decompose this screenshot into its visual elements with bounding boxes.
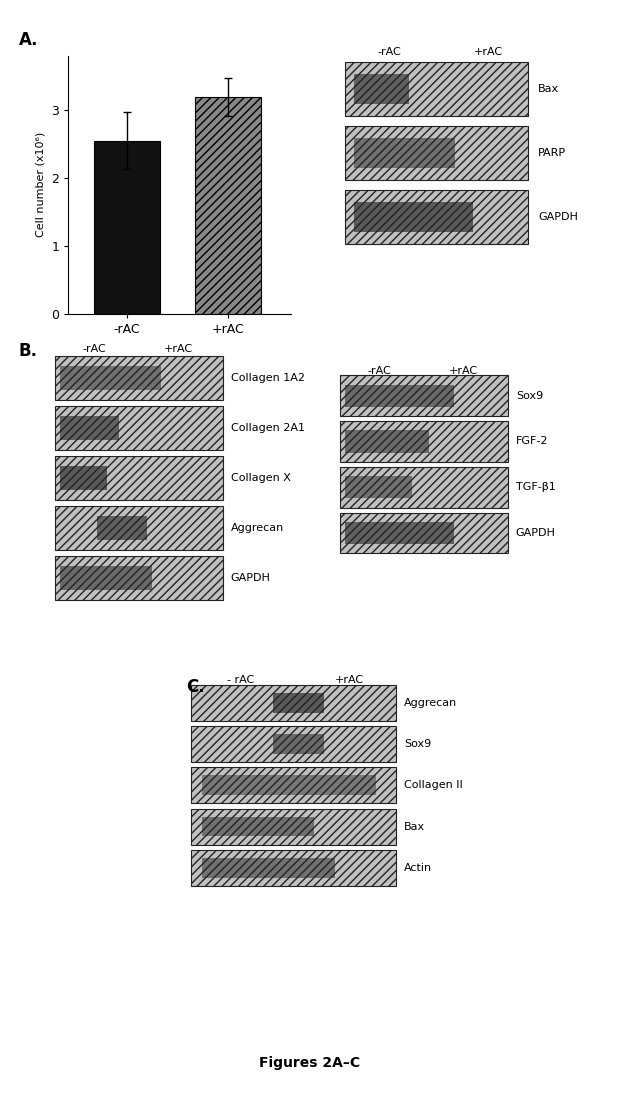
Bar bbox=[60, 366, 161, 390]
Text: Collagen X: Collagen X bbox=[231, 473, 291, 483]
Bar bbox=[192, 809, 396, 844]
Bar bbox=[273, 693, 324, 712]
Text: GAPDH: GAPDH bbox=[516, 529, 556, 539]
Bar bbox=[345, 522, 454, 544]
Bar bbox=[273, 735, 324, 754]
Text: Sox9: Sox9 bbox=[516, 391, 543, 401]
Bar bbox=[345, 430, 429, 452]
Bar bbox=[340, 421, 508, 461]
Bar bbox=[345, 127, 528, 180]
Text: FGF-2: FGF-2 bbox=[516, 437, 548, 447]
Text: +rAC: +rAC bbox=[450, 366, 478, 376]
Bar bbox=[55, 556, 223, 600]
Bar bbox=[345, 384, 454, 407]
Text: PARP: PARP bbox=[538, 148, 566, 158]
Bar bbox=[60, 416, 118, 440]
Text: Actin: Actin bbox=[404, 862, 432, 872]
Bar bbox=[345, 476, 412, 498]
Text: B.: B. bbox=[19, 342, 38, 360]
Text: -rAC: -rAC bbox=[378, 47, 401, 57]
Text: GAPDH: GAPDH bbox=[231, 573, 270, 582]
Bar bbox=[55, 356, 223, 400]
Text: Sox9: Sox9 bbox=[404, 739, 432, 749]
Bar bbox=[192, 850, 396, 886]
Bar bbox=[354, 138, 455, 168]
Text: Bax: Bax bbox=[538, 84, 559, 94]
Text: C.: C. bbox=[186, 678, 205, 696]
Bar bbox=[192, 684, 396, 721]
Text: Bax: Bax bbox=[404, 822, 425, 831]
Text: Collagen II: Collagen II bbox=[404, 781, 463, 791]
Bar bbox=[345, 190, 528, 244]
Bar bbox=[202, 775, 376, 795]
Bar bbox=[192, 726, 396, 762]
Bar bbox=[55, 405, 223, 450]
Bar bbox=[340, 375, 508, 416]
Bar bbox=[345, 62, 528, 116]
Text: -rAC: -rAC bbox=[82, 345, 106, 354]
Bar bbox=[340, 467, 508, 507]
Bar bbox=[60, 466, 107, 491]
Bar bbox=[192, 767, 396, 803]
Bar bbox=[354, 74, 409, 104]
Text: -rAC: -rAC bbox=[368, 366, 391, 376]
Text: Aggrecan: Aggrecan bbox=[404, 698, 458, 708]
Bar bbox=[195, 96, 261, 314]
Text: TGF-β1: TGF-β1 bbox=[516, 483, 556, 493]
Text: GAPDH: GAPDH bbox=[538, 213, 578, 222]
Text: - rAC: - rAC bbox=[227, 674, 254, 684]
Text: Collagen 2A1: Collagen 2A1 bbox=[231, 423, 304, 433]
Text: +rAC: +rAC bbox=[335, 674, 364, 684]
Bar bbox=[55, 456, 223, 501]
Bar bbox=[202, 858, 335, 878]
Text: +rAC: +rAC bbox=[164, 345, 193, 354]
Bar bbox=[97, 516, 148, 540]
Bar bbox=[94, 141, 160, 314]
Text: Collagen 1A2: Collagen 1A2 bbox=[231, 373, 304, 383]
Text: Aggrecan: Aggrecan bbox=[231, 523, 284, 533]
Bar bbox=[340, 513, 508, 553]
Bar bbox=[202, 816, 314, 837]
Y-axis label: Cell number (x10⁶): Cell number (x10⁶) bbox=[35, 132, 46, 237]
Bar bbox=[55, 506, 223, 550]
Bar bbox=[60, 566, 153, 590]
Text: Figures 2A–C: Figures 2A–C bbox=[259, 1055, 361, 1070]
Text: +rAC: +rAC bbox=[474, 47, 503, 57]
Bar bbox=[354, 203, 473, 232]
Text: A.: A. bbox=[19, 31, 38, 49]
